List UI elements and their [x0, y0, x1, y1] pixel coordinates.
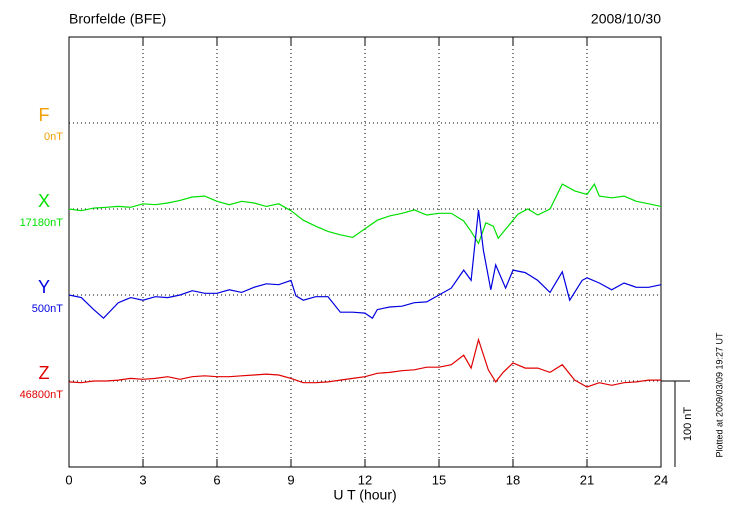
series-baseline: 500nT — [32, 303, 63, 315]
x-tick-label: 18 — [506, 472, 520, 487]
x-tick-label: 21 — [580, 472, 594, 487]
series-baseline: 46800nT — [20, 389, 64, 401]
trace — [68, 209, 662, 320]
series-name: F — [39, 105, 50, 125]
chart-title: Brorfelde (BFE) — [69, 11, 166, 27]
x-tick-label: 12 — [358, 472, 372, 487]
series-name: Y — [38, 277, 50, 297]
x-tick-label: 0 — [65, 472, 72, 487]
series-baseline: 0nT — [44, 131, 63, 143]
x-axis-label: U T (hour) — [333, 487, 396, 503]
x-tick-label: 24 — [654, 472, 668, 487]
series-name: Z — [39, 363, 50, 383]
trace — [68, 337, 661, 388]
x-tick-label: 3 — [139, 472, 146, 487]
chart-date: 2008/10/30 — [591, 11, 661, 27]
x-tick-label: 15 — [432, 472, 446, 487]
scale-bar-label: 100 nT — [682, 407, 694, 442]
series-name: X — [38, 191, 50, 211]
trace — [68, 182, 662, 245]
plotted-note: Plotted at 2009/03/09 19:27 UT — [714, 332, 724, 458]
x-tick-label: 6 — [213, 472, 220, 487]
series-baseline: 17180nT — [20, 217, 64, 229]
x-tick-label: 9 — [287, 472, 294, 487]
